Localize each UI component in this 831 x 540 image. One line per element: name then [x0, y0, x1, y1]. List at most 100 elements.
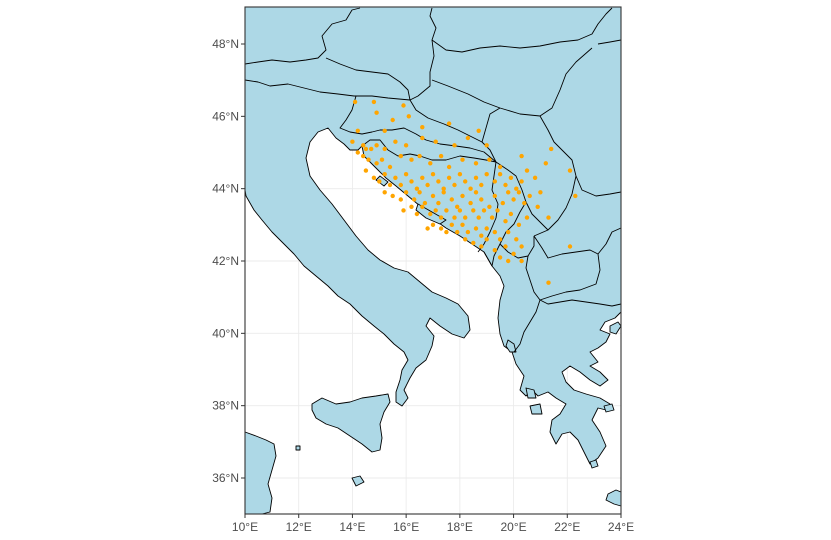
observation-point [503, 182, 508, 188]
observation-point [463, 237, 468, 242]
observation-point [487, 204, 492, 209]
observation-point [497, 172, 503, 177]
observation-point [452, 182, 457, 188]
observation-point [519, 179, 524, 184]
land-sicily [311, 393, 391, 453]
land-mainland [244, 6, 622, 465]
y-tick-label: 44°N [212, 182, 239, 196]
land-west-island [244, 431, 277, 515]
observation-point [428, 161, 433, 166]
observation-point [452, 215, 457, 220]
x-tick-label: 20°E [500, 520, 526, 534]
land-islet-2 [351, 475, 365, 487]
observation-point [428, 211, 433, 217]
observation-point [449, 197, 454, 202]
observation-point [487, 157, 492, 162]
x-tick-label: 14°E [339, 520, 365, 534]
observation-point [506, 229, 511, 235]
x-tick-label: 10°E [232, 520, 258, 534]
observation-point [363, 146, 369, 152]
observation-point [535, 204, 540, 209]
y-tick-label: 42°N [212, 254, 239, 268]
axis-ticks [241, 43, 622, 518]
observation-point [430, 193, 436, 199]
observation-point [355, 128, 360, 133]
observation-point [352, 99, 358, 105]
observation-point [497, 164, 503, 170]
observation-point [455, 204, 460, 209]
observation-point [492, 229, 497, 235]
land-aegean-1 [609, 321, 622, 335]
observation-point [484, 226, 489, 231]
observation-point [511, 197, 516, 202]
observation-point [549, 146, 554, 152]
observation-point [463, 215, 468, 220]
observation-point [481, 208, 487, 213]
observation-point [393, 175, 398, 180]
land-ionian-2 [529, 403, 543, 415]
observation-point [377, 179, 382, 184]
observation-point [457, 172, 463, 177]
observation-point [506, 258, 511, 264]
observation-point [430, 222, 436, 227]
observation-point [508, 175, 514, 180]
observation-point [350, 139, 355, 144]
observation-point [441, 186, 446, 191]
observation-point [425, 182, 430, 188]
observation-point [492, 193, 497, 199]
observation-point [430, 172, 436, 177]
observation-point [425, 226, 430, 231]
observation-point [382, 190, 387, 195]
y-tick-label: 48°N [212, 37, 239, 51]
observation-point [479, 233, 484, 238]
observation-point [420, 135, 425, 141]
observation-point [503, 219, 508, 224]
observation-point [524, 215, 530, 220]
observation-point [543, 161, 548, 166]
observation-point [382, 172, 387, 177]
observation-point [420, 175, 425, 180]
observation-point [457, 208, 463, 213]
y-tick-label: 40°N [212, 326, 239, 340]
land-islet-1 [295, 445, 301, 451]
observation-point [508, 211, 514, 217]
observation-point [355, 150, 360, 155]
land-layer [244, 6, 622, 515]
observation-point [414, 186, 420, 191]
observation-point [484, 143, 489, 148]
observation-point [444, 229, 449, 235]
observation-point [479, 197, 484, 202]
observation-point [369, 146, 374, 152]
observation-point [387, 182, 393, 188]
observation-point [514, 237, 519, 242]
observation-point [519, 258, 524, 264]
y-axis-tick-labels: 36°N 38°N 40°N 42°N 44°N 46°N 48°N [212, 37, 239, 485]
observation-point [519, 153, 524, 159]
observation-point [398, 182, 403, 188]
observation-point [398, 153, 403, 159]
land-aegean-2 [603, 403, 615, 413]
observation-point [511, 251, 516, 256]
observation-point [479, 182, 484, 188]
observation-point [514, 186, 519, 191]
land-corfu [505, 339, 517, 353]
observation-point [438, 215, 444, 220]
observation-point [492, 179, 497, 184]
observation-point [468, 200, 473, 206]
observation-point [371, 99, 377, 105]
observation-point [476, 215, 481, 220]
observation-point [497, 237, 503, 242]
observation-point [522, 200, 527, 206]
observation-point [420, 204, 425, 209]
observation-point [436, 200, 441, 206]
observation-point [409, 157, 414, 162]
observation-point [446, 121, 452, 126]
observation-point [503, 244, 508, 249]
observation-point [446, 175, 452, 180]
observation-point [436, 179, 441, 184]
land-istria-island [375, 175, 389, 187]
observation-point [444, 208, 449, 213]
observation-point [417, 153, 422, 159]
observation-point [438, 226, 444, 231]
